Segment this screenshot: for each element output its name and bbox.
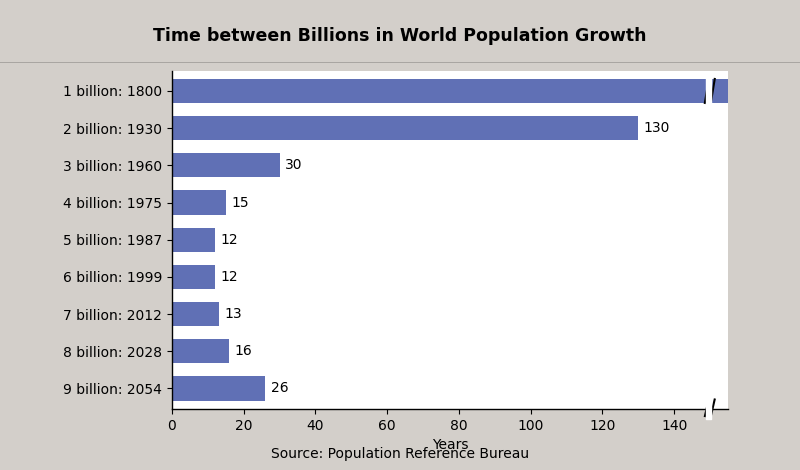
Text: 130: 130 <box>644 121 670 135</box>
Text: 15: 15 <box>231 196 249 210</box>
Bar <box>172 339 230 363</box>
Bar <box>172 116 638 140</box>
Text: Source: Population Reference Bureau: Source: Population Reference Bureau <box>271 446 529 461</box>
Text: 26: 26 <box>270 382 288 395</box>
Text: 12: 12 <box>221 270 238 284</box>
Bar <box>172 79 728 103</box>
Bar <box>172 190 226 215</box>
Text: 12: 12 <box>221 233 238 247</box>
Bar <box>172 376 266 400</box>
Text: 16: 16 <box>234 344 253 358</box>
Bar <box>172 302 218 326</box>
Text: 30: 30 <box>285 158 302 172</box>
Bar <box>172 265 215 289</box>
Bar <box>172 153 280 177</box>
X-axis label: Years: Years <box>432 438 468 452</box>
Text: Time between Billions in World Population Growth: Time between Billions in World Populatio… <box>154 27 646 46</box>
Bar <box>172 227 215 252</box>
Text: 13: 13 <box>224 307 242 321</box>
